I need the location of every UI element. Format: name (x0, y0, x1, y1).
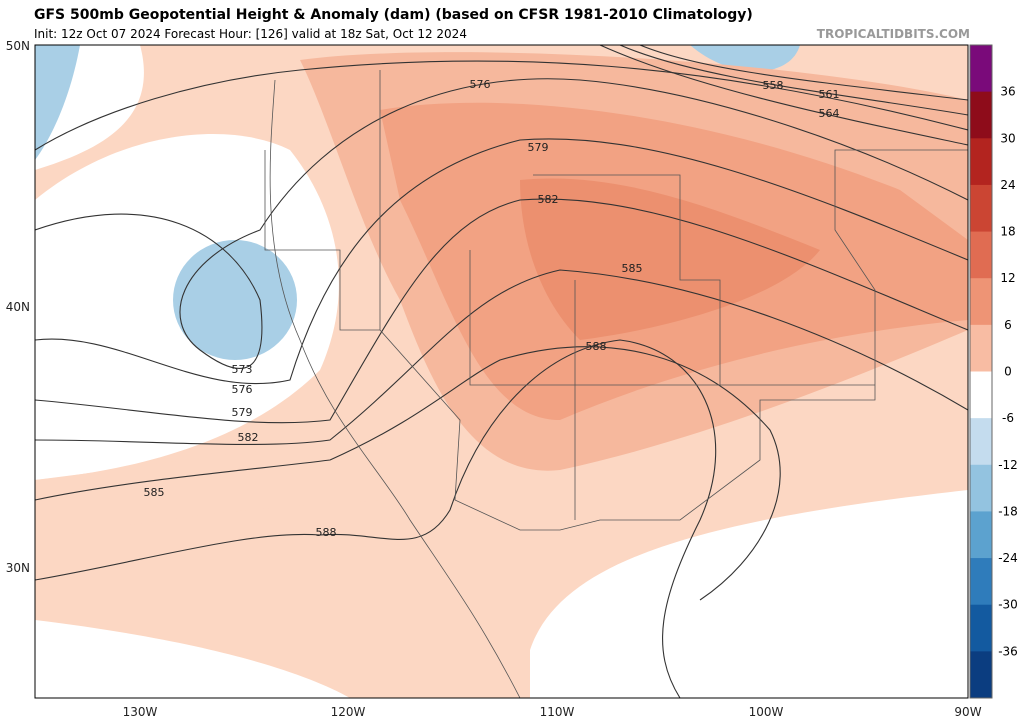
colorbar-segment (970, 558, 992, 606)
colorbar-segment (970, 45, 992, 93)
colorbar-label: 12 (1000, 271, 1015, 285)
contour-label: 558 (763, 79, 784, 92)
colorbar-segment (970, 604, 992, 652)
colorbar-label: -24 (998, 551, 1018, 565)
contour-label: 564 (819, 107, 840, 120)
colorbar-label: 30 (1000, 131, 1015, 145)
colorbar-label: -30 (998, 598, 1018, 612)
contour-label: 576 (470, 78, 491, 91)
colorbar-label: 24 (1000, 178, 1015, 192)
colorbar-label: -18 (998, 504, 1018, 518)
colorbar-segment (970, 184, 992, 233)
colorbar-segment (970, 324, 992, 372)
colorbar-label: -12 (998, 458, 1018, 472)
map-area (35, 45, 968, 698)
colorbar-label: -6 (1002, 411, 1014, 425)
lon-label: 90W (954, 705, 981, 718)
lon-label: 130W (123, 705, 158, 718)
contour-label: 561 (819, 88, 840, 101)
colorbar-label: 0 (1004, 365, 1012, 379)
contour-label: 585 (622, 262, 643, 275)
contour-label: 579 (528, 141, 549, 154)
colorbar-segment (970, 511, 992, 559)
colorbar-frame (969, 44, 993, 699)
colorbar-label: 6 (1004, 318, 1012, 332)
colorbar-label: 36 (1000, 85, 1015, 99)
subtitle: Init: 12z Oct 07 2024 Forecast Hour: [12… (34, 27, 467, 41)
contour-label: 588 (316, 526, 337, 539)
title: GFS 500mb Geopotential Height & Anomaly … (34, 7, 753, 23)
lat-label: 40N (6, 300, 30, 314)
colorbar-segment (970, 651, 992, 699)
lat-label: 50N (6, 39, 30, 53)
contour-label: 585 (144, 486, 165, 499)
watermark: TROPICALTIDBITS.COM (817, 27, 970, 41)
contour-label: 573 (232, 363, 253, 376)
contour-label: 582 (238, 431, 259, 444)
colorbar-segment (970, 371, 992, 419)
colorbar-segment (970, 91, 992, 139)
map-frame (34, 44, 969, 699)
colorbar-label: 18 (1000, 225, 1015, 239)
colorbar-segment (970, 464, 992, 512)
colorbar-label: -36 (998, 644, 1018, 658)
colorbar-segment (970, 231, 992, 279)
contour-label: 582 (538, 193, 559, 206)
colorbar-segment (970, 138, 992, 186)
contour-label: 576 (232, 383, 253, 396)
colorbar-segment (970, 418, 992, 466)
lon-label: 110W (540, 705, 575, 718)
lat-label: 30N (6, 561, 30, 575)
contour-label: 588 (586, 340, 607, 353)
lon-label: 100W (749, 705, 784, 718)
contour-label: 579 (232, 406, 253, 419)
lon-label: 120W (331, 705, 366, 718)
colorbar-segment (970, 278, 992, 326)
